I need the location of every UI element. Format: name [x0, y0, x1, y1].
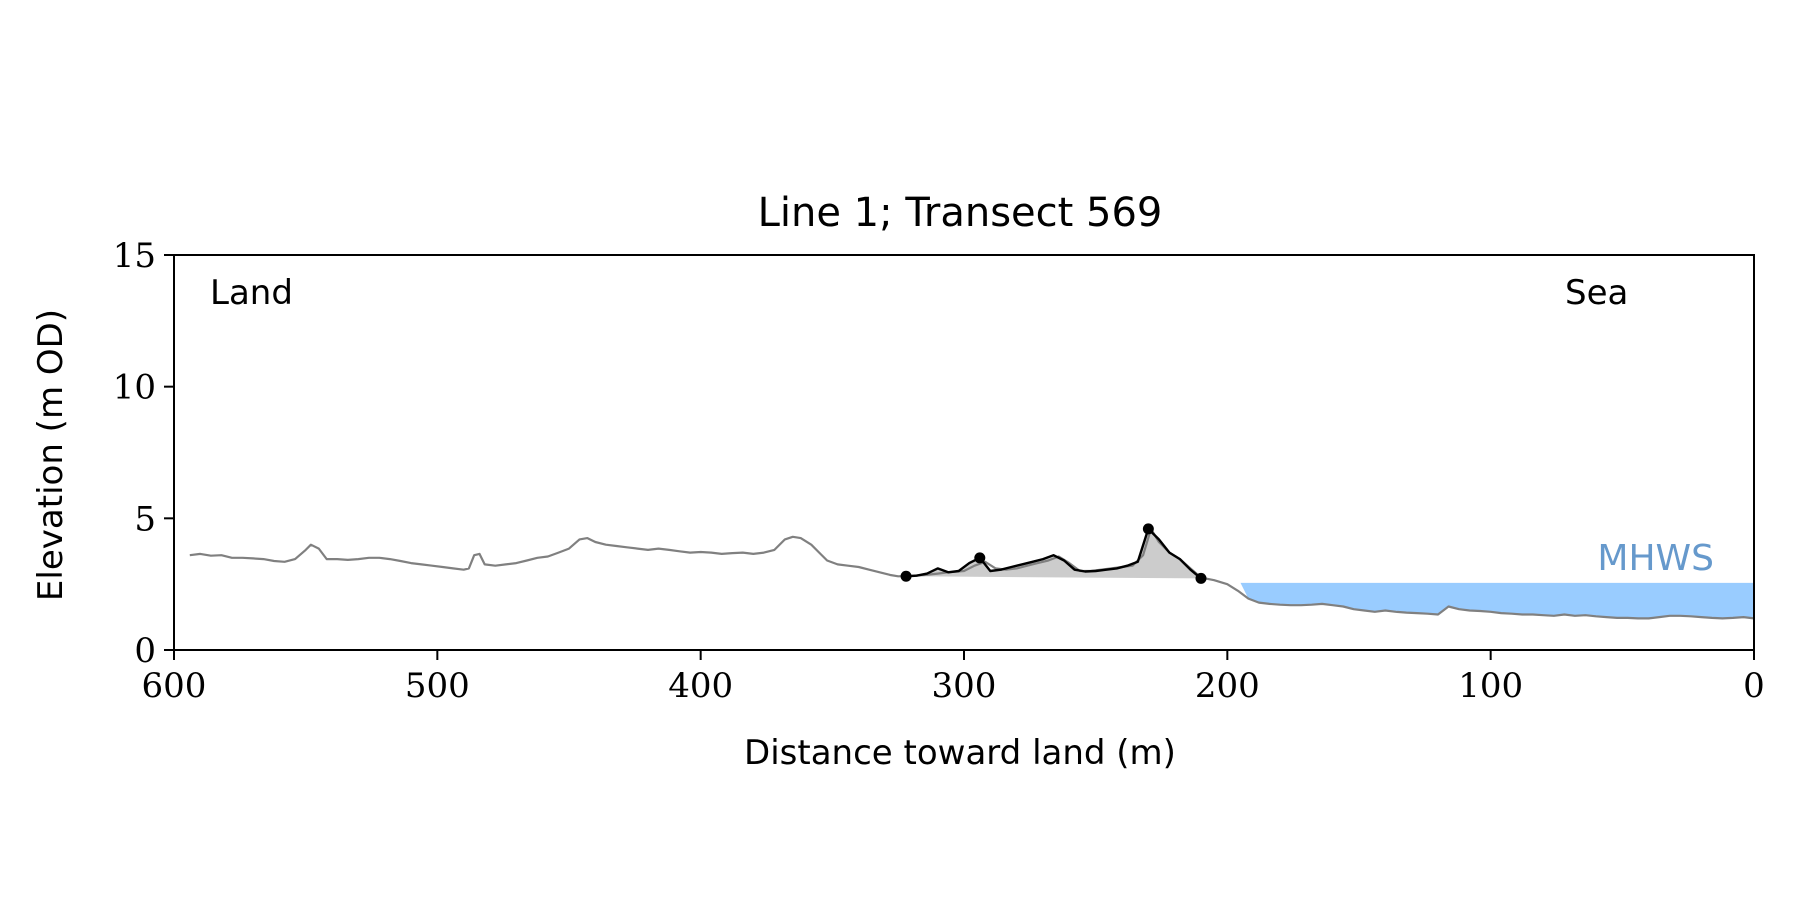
land-annotation: Land — [210, 273, 293, 313]
x-tick-label: 0 — [1743, 666, 1765, 706]
sea-annotation: Sea — [1565, 273, 1628, 313]
mhws-water-area — [1240, 582, 1754, 619]
x-tick-label: 100 — [1458, 666, 1523, 706]
y-axis-label: Elevation (m OD) — [31, 309, 71, 601]
x-tick-label: 500 — [405, 666, 470, 706]
dune-marker-2 — [1142, 523, 1154, 535]
y-tick-label: 0 — [134, 631, 156, 671]
dune-marker-0 — [900, 570, 912, 582]
x-tick-label: 300 — [932, 666, 997, 706]
mhws-annotation: MHWS — [1597, 538, 1714, 579]
dune-marker-3 — [1195, 572, 1207, 584]
y-tick-label: 15 — [113, 236, 156, 276]
y-tick-label: 10 — [113, 368, 156, 408]
chart-title: Line 1; Transect 569 — [758, 190, 1163, 236]
x-tick-label: 200 — [1195, 666, 1260, 706]
x-tick-label: 600 — [142, 666, 207, 706]
x-axis-label: Distance toward land (m) — [744, 733, 1176, 773]
dune-marker-1 — [974, 552, 986, 564]
x-tick-label: 400 — [668, 666, 733, 706]
y-tick-label: 5 — [134, 499, 156, 539]
